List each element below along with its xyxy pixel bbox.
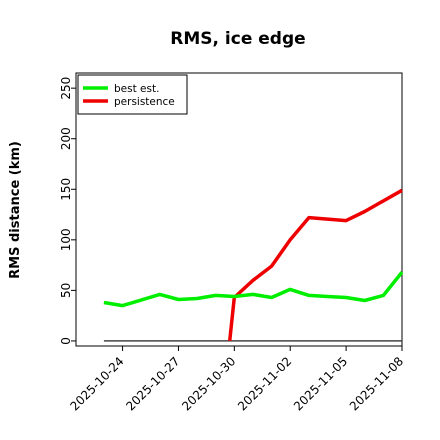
legend-box	[77, 74, 188, 115]
y-tick-label: 150	[59, 178, 73, 201]
series-line-best-est	[103, 271, 404, 308]
x-tick-label: 2025-10-27	[123, 354, 182, 413]
y-axis-label: RMS distance (km)	[8, 141, 23, 279]
y-tick-label: 50	[59, 283, 73, 298]
legend-label: best est.	[114, 83, 159, 95]
legend-label: persistence	[114, 96, 175, 108]
plot-frame	[75, 72, 403, 347]
y-tick-label: 100	[59, 228, 73, 251]
series-lines	[103, 188, 404, 342]
y-tick-label: 250	[59, 77, 73, 100]
chart-title: RMS, ice edge	[170, 29, 305, 49]
legend: best est.persistence	[77, 74, 188, 115]
x-axis: 2025-10-242025-10-272025-10-302025-11-02…	[67, 346, 406, 413]
y-tick-label: 200	[59, 127, 73, 150]
y-tick-label: 0	[59, 337, 73, 345]
series-line-persistence	[227, 188, 403, 342]
x-tick-label: 2025-10-30	[179, 354, 238, 413]
x-tick-label: 2025-11-05	[291, 354, 350, 413]
x-tick-label: 2025-11-02	[235, 354, 294, 413]
x-tick-label: 2025-10-24	[67, 354, 126, 413]
y-axis: 0 50 100 150 200 250	[59, 77, 76, 345]
x-tick-label: 2025-11-08	[347, 354, 406, 413]
